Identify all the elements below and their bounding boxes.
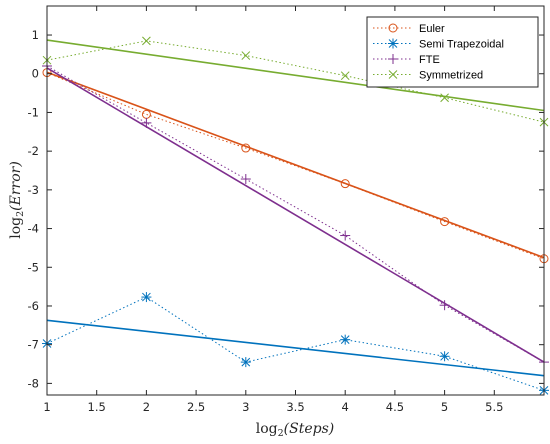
- legend-label: FTE: [419, 54, 440, 66]
- legend-item-symmetrized: Symmetrized: [373, 70, 483, 82]
- y-tick-label: 0: [32, 67, 39, 81]
- legend-box: [366, 16, 539, 88]
- y-axis-label-sub: 2: [15, 211, 26, 217]
- y-tick-label: -5: [28, 260, 39, 274]
- symmetrized-point: [340, 71, 350, 81]
- semi-trapezoidal-point: [439, 351, 450, 362]
- euler-point: [241, 143, 251, 153]
- legend-swatch-marker: [388, 38, 398, 49]
- x-tick-label: 3: [242, 400, 249, 414]
- semi-trapezoidal-fit-line: [46, 319, 545, 377]
- symmetrized-point: [241, 51, 251, 60]
- asterisk-marker-b: [142, 292, 151, 302]
- y-axis-label-base: log: [8, 217, 24, 239]
- x-axis-label-base: log: [256, 421, 278, 437]
- x-axis-label-arg: (Steps): [284, 421, 335, 437]
- legend: Euler Semi Trapezoidal FTE Symmetrized: [366, 16, 539, 88]
- legend-label: Euler: [419, 23, 445, 35]
- euler-fit-line: [46, 71, 545, 259]
- x-tick-label: 2.5: [187, 400, 205, 414]
- fte-point: [439, 300, 450, 311]
- y-tick-label: -7: [28, 338, 39, 352]
- euler-point: [440, 217, 450, 227]
- y-tick-label: -2: [28, 144, 39, 158]
- circle-marker: [241, 143, 251, 153]
- x-axis-label: log2(Steps): [256, 421, 335, 439]
- cross-marker-b: [241, 51, 251, 60]
- asterisk-marker-b: [241, 357, 251, 367]
- y-axis-label-arg: (Error): [8, 161, 24, 211]
- cross-marker-b: [142, 36, 151, 46]
- plot-frame: [46, 5, 545, 396]
- x-tick-label: 5.5: [485, 400, 503, 414]
- symmetrized-data-line: [46, 40, 545, 123]
- circle-marker: [388, 23, 398, 33]
- asterisk-marker-b: [440, 351, 449, 361]
- cross-marker-b: [440, 93, 449, 103]
- fte-fit-line: [46, 67, 545, 363]
- asterisk-marker-b: [388, 39, 398, 48]
- x-axis-label-sub: 2: [278, 428, 284, 439]
- legend-label: Semi Trapezoidal: [419, 39, 504, 51]
- axes-layer: 1 1.5 2 2.5 3 3.5 4 4.5 5 5.5 1 0 -1 -2 -3 -4 -5 -6 -7 -8: [28, 6, 544, 414]
- legend-item-fte: FTE: [373, 54, 440, 66]
- legend-label: Symmetrized: [419, 70, 483, 82]
- y-tick-label: -6: [28, 299, 39, 313]
- symmetrized-fit-line: [46, 39, 545, 112]
- x-tick-label: 4.5: [386, 400, 404, 414]
- legend-item-euler: Euler: [373, 23, 445, 35]
- y-tick-label: 1: [32, 28, 39, 42]
- y-tick-label: -1: [28, 105, 39, 119]
- legend-swatch-marker: [388, 23, 398, 33]
- y-tick-label: -3: [28, 183, 39, 197]
- fte-point: [240, 174, 251, 185]
- x-tick-label: 2: [143, 400, 150, 414]
- euler-point: [340, 179, 350, 189]
- x-tick-label: 3.5: [286, 400, 304, 414]
- semi-trapezoidal-point: [141, 292, 152, 303]
- x-tick-label: 1: [43, 400, 50, 414]
- legend-swatch-marker: [388, 54, 398, 64]
- cross-marker-b: [388, 70, 398, 79]
- asterisk-marker-b: [340, 335, 350, 345]
- semi-trapezoidal-data-line: [46, 296, 545, 391]
- fte-point: [141, 117, 152, 128]
- x-tick-label: 5: [441, 400, 448, 414]
- semi-trapezoidal-point: [340, 334, 351, 345]
- legend-swatch-marker: [388, 70, 398, 79]
- fte-point: [340, 230, 351, 241]
- series-symmetrized: [42, 36, 549, 127]
- legend-item-semi-trapezoidal: Semi Trapezoidal: [373, 38, 504, 51]
- y-axis-label: log2(Error): [8, 161, 26, 239]
- x-tick-label: 4: [342, 400, 349, 414]
- symmetrized-point: [142, 36, 151, 46]
- symmetrized-point: [440, 93, 449, 103]
- semi-trapezoidal-point: [240, 357, 251, 368]
- circle-marker: [440, 217, 450, 227]
- x-tick-label: 1.5: [88, 400, 106, 414]
- cross-marker-b: [340, 71, 350, 81]
- series-layer: [42, 36, 549, 396]
- y-tick-label: -4: [28, 222, 39, 236]
- circle-marker: [340, 179, 350, 189]
- y-tick-label: -8: [28, 376, 39, 390]
